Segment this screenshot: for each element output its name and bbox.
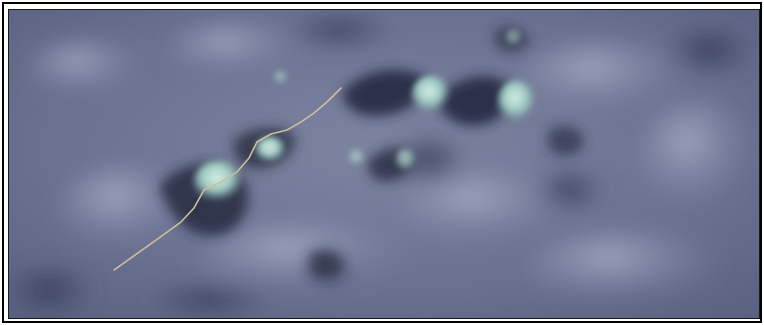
terrain-view[interactable] xyxy=(8,9,760,319)
terrain-canvas[interactable] xyxy=(9,10,759,318)
measurement-path[interactable] xyxy=(113,87,342,271)
peak-highlights xyxy=(193,29,537,204)
